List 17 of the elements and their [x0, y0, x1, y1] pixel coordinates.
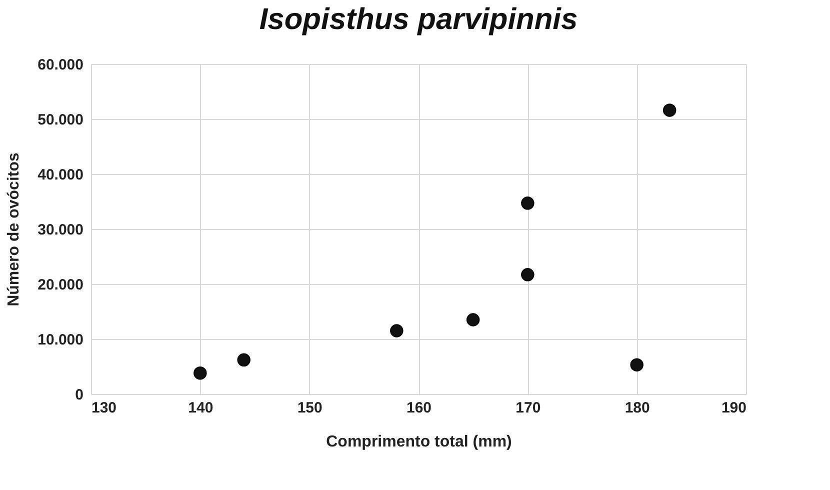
y-axis-title: Número de ovócitos — [6, 152, 23, 306]
chart-title: Isopisthus parvipinnis — [259, 3, 578, 36]
x-tick-label: 150 — [297, 400, 322, 416]
x-tick-label: 190 — [721, 400, 746, 416]
x-axis-title: Comprimento total (mm) — [326, 434, 512, 450]
x-tick-label: 130 — [92, 400, 117, 416]
y-tick-label: 30.000 — [38, 222, 84, 238]
y-tick-label: 0 — [75, 386, 84, 404]
x-tick-label: 160 — [406, 400, 432, 416]
y-tick-label: 20.000 — [38, 276, 84, 294]
y-tick-label: 40.000 — [38, 166, 84, 184]
y-tick-label: 10.000 — [38, 332, 84, 348]
y-tick-label: 50.000 — [38, 112, 84, 128]
x-tick-label: 140 — [188, 400, 214, 416]
x-tick-label: 170 — [516, 400, 541, 416]
y-tick-label: 60.000 — [38, 56, 84, 74]
x-tick-label: 180 — [624, 400, 650, 416]
